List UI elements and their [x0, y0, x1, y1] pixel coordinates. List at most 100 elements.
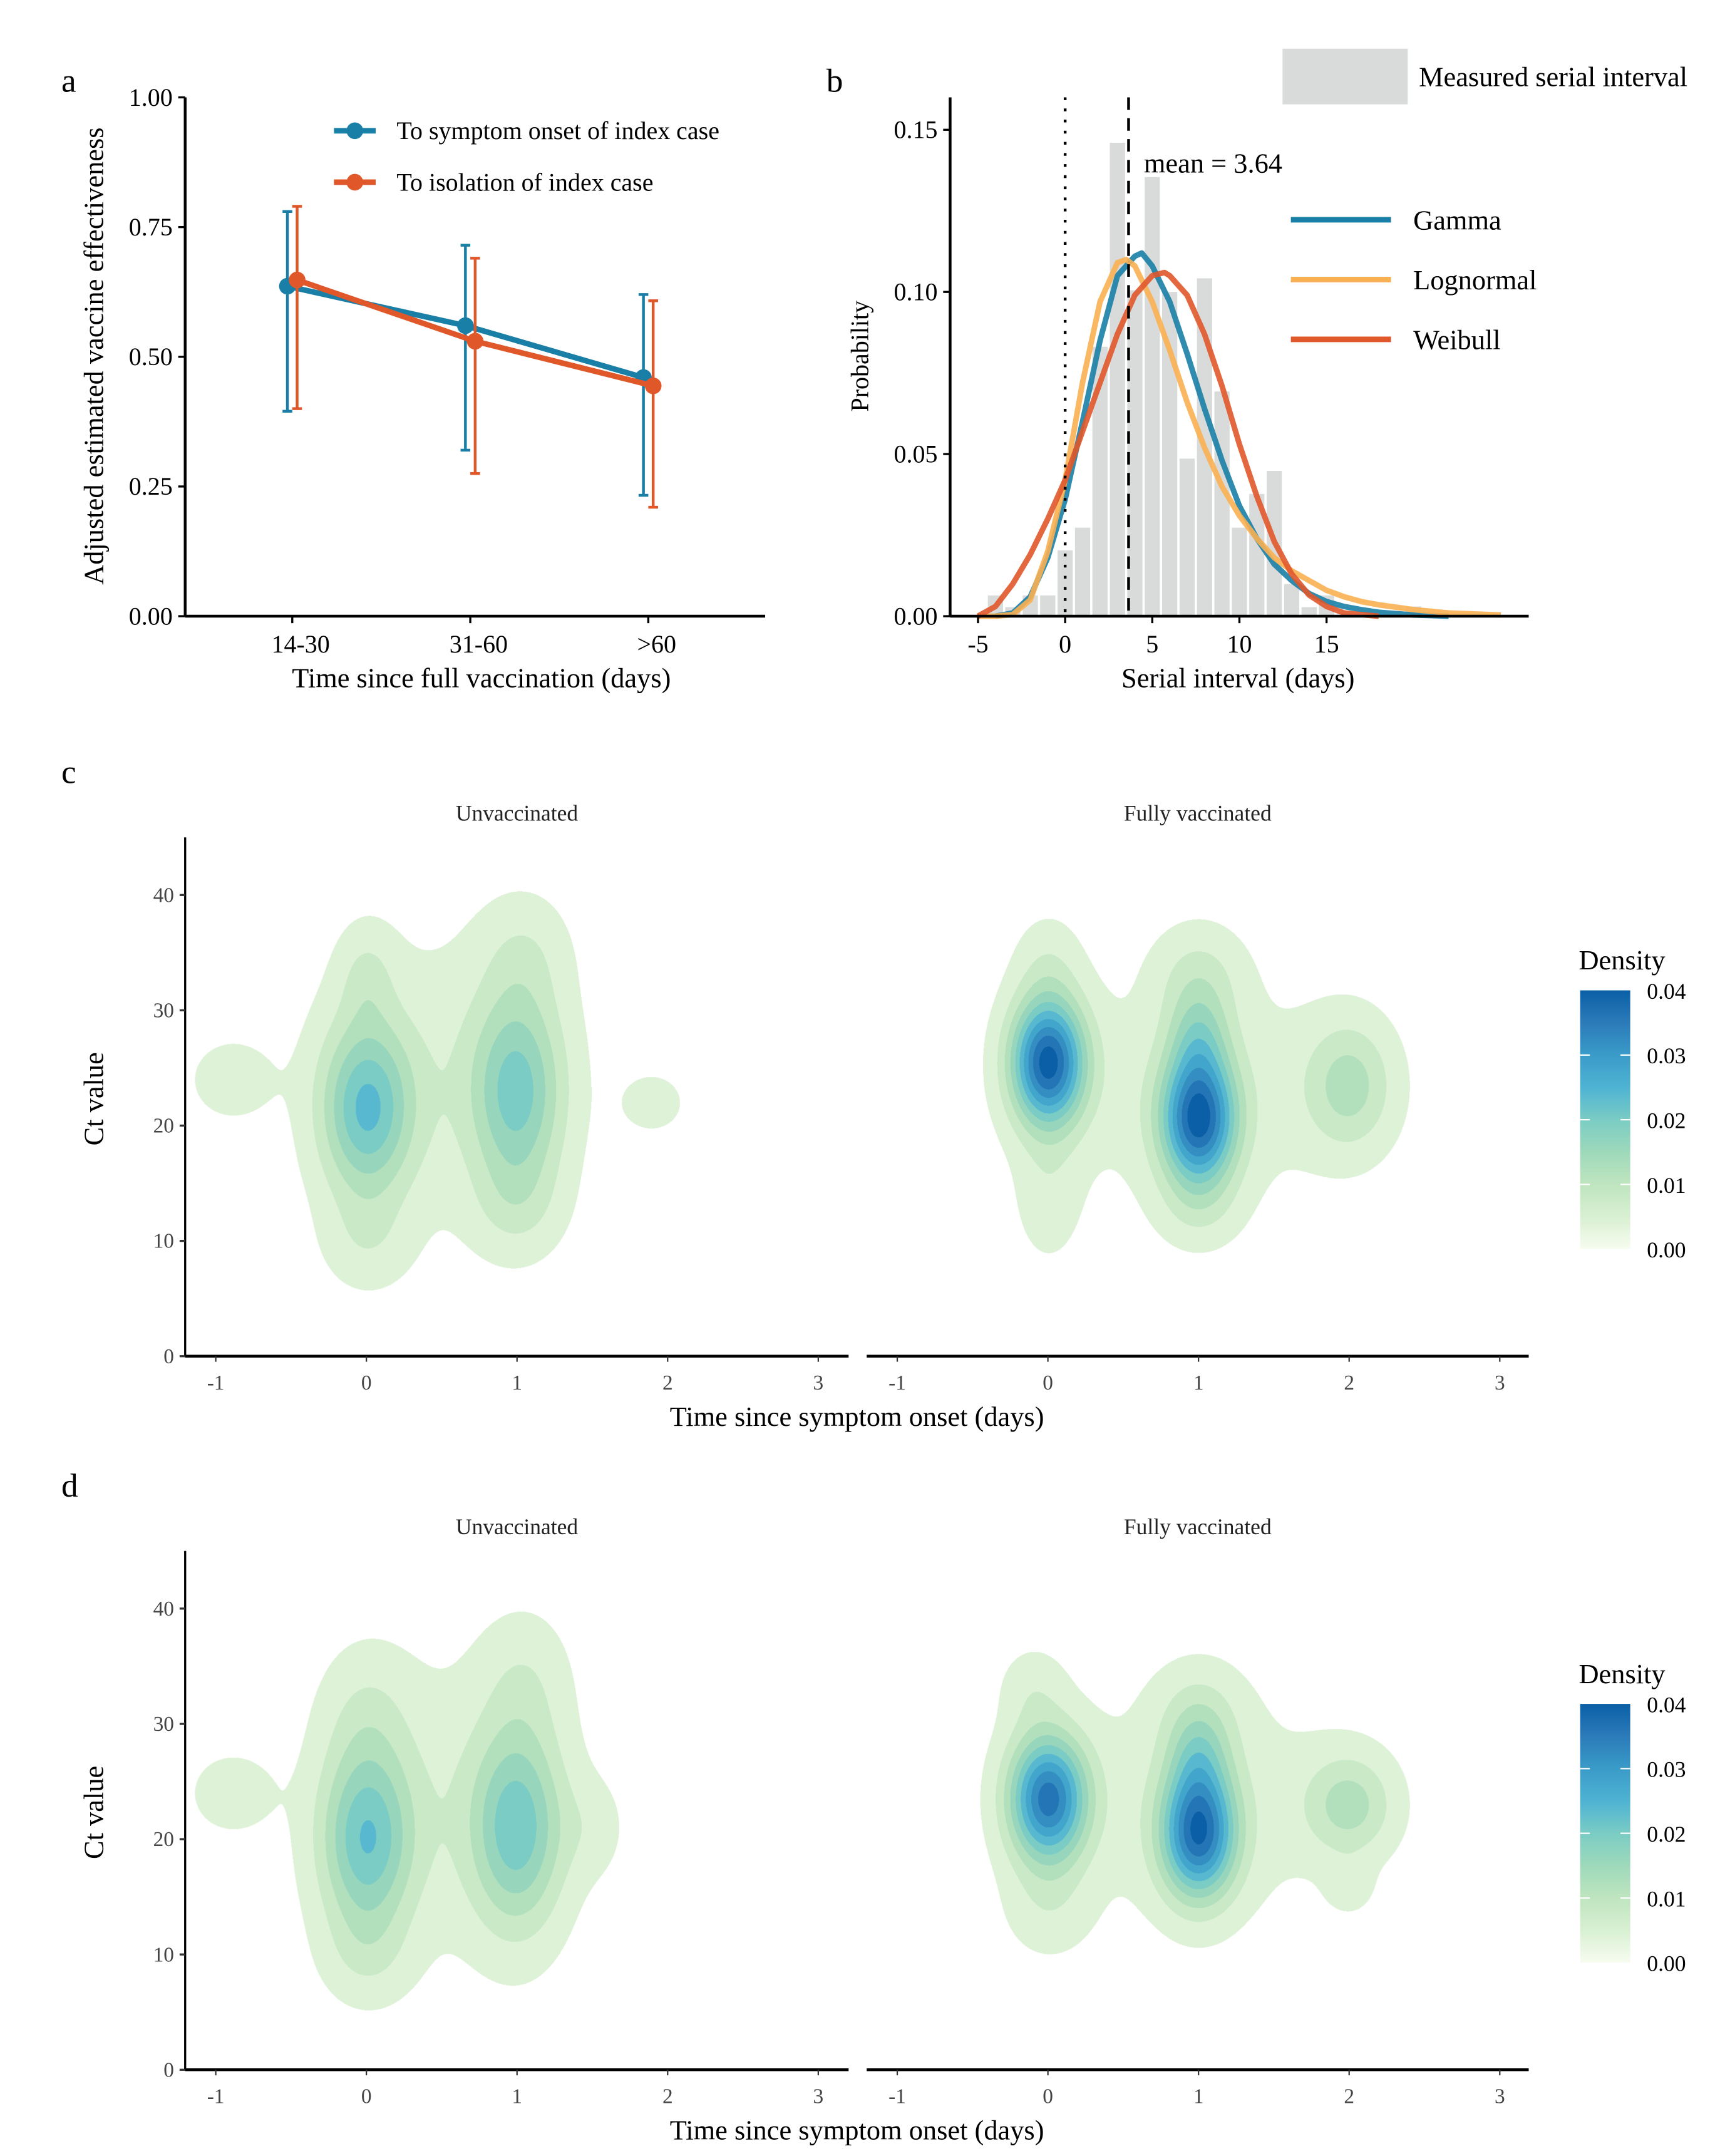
x-tick-label: 1	[512, 2085, 522, 2108]
y-axis-title: Ct value	[78, 1052, 110, 1145]
x-tick-label: >60	[637, 630, 676, 658]
colorbar-label: 0.00	[1647, 1951, 1686, 1976]
panel-c-chart: -1 0 1 2 3 Unvaccinated -1 0 1 2 3 Fully vaccinated…	[78, 801, 1686, 1432]
histogram-bar	[1074, 527, 1091, 617]
y-tick-label: 10	[153, 1943, 174, 1966]
density-contours-fully-vaccinated	[867, 837, 1529, 1356]
colorbar-label: 0.02	[1647, 1108, 1686, 1133]
histogram-bar	[1057, 550, 1073, 617]
mean-annotation: mean = 3.64	[1144, 147, 1282, 178]
legend-title: Density	[1578, 944, 1666, 976]
facet-title: Fully vaccinated	[1124, 801, 1272, 826]
panel-label-d: d	[61, 1467, 78, 1504]
density-curve-lognormal	[977, 257, 1501, 619]
histogram-bar	[1301, 607, 1317, 617]
legend-marker	[346, 173, 364, 191]
y-tick-label: 40	[153, 884, 174, 907]
x-tick-label: -1	[888, 1371, 906, 1395]
colorbar-label: 0.00	[1647, 1237, 1686, 1262]
histogram-bar	[1284, 584, 1300, 617]
x-tick-label: 3	[813, 2085, 824, 2108]
y-tick-label: 40	[153, 1597, 174, 1621]
x-tick-label: -1	[207, 1371, 225, 1395]
data-point	[289, 271, 306, 289]
x-tick-label: -1	[888, 2085, 906, 2108]
legend-swatch-histogram	[1282, 48, 1408, 105]
x-tick-label: 2	[662, 2085, 673, 2108]
histogram-bar	[1110, 142, 1125, 617]
x-tick-label: 2	[1344, 2085, 1354, 2108]
panel-a-chart: 0.00 0.25 0.50 0.75 1.00 14-30 31-60 >60 Time si…	[78, 83, 766, 693]
colorbar-label: 0.03	[1647, 1757, 1686, 1782]
y-tick-label: 0	[163, 1345, 174, 1368]
y-tick-label: 0.00	[893, 602, 937, 630]
x-tick-label: 15	[1314, 630, 1339, 658]
y-tick-label: 1.00	[129, 83, 173, 111]
facet-title: Fully vaccinated	[1124, 1514, 1272, 1539]
x-tick-label: 3	[1495, 1371, 1505, 1395]
density-contours-unvaccinated	[185, 837, 849, 1356]
histogram-bar	[1214, 391, 1230, 617]
y-tick-label: 30	[153, 999, 174, 1023]
legend-label: Measured serial interval	[1419, 61, 1687, 93]
panel-label-b: b	[826, 62, 843, 100]
colorbar-label: 0.04	[1647, 1692, 1686, 1717]
x-axis-title: Time since full vaccination (days)	[292, 662, 671, 693]
y-axis-title: Probability	[845, 301, 873, 412]
y-tick-label: 20	[153, 1115, 174, 1138]
y-tick-label: 30	[153, 1713, 174, 1736]
colorbar-label: 0.01	[1647, 1886, 1686, 1911]
x-axis-title: Time since symptom onset (days)	[670, 2114, 1044, 2145]
x-tick-label: 0	[1043, 2085, 1053, 2108]
x-tick-label: 1	[512, 1371, 522, 1395]
histogram-bar	[1179, 458, 1195, 617]
panel-label-a: a	[61, 62, 76, 100]
legend-label: Weibull	[1413, 324, 1500, 356]
density-contours-fully-vaccinated	[867, 1550, 1529, 2070]
legend-label: Lognormal	[1413, 264, 1537, 296]
facet-title: Unvaccinated	[456, 801, 579, 826]
y-tick-label: 0.75	[129, 213, 173, 241]
x-tick-label: 2	[662, 1371, 673, 1395]
legend-label: To symptom onset of index case	[396, 116, 719, 145]
x-tick-label: 3	[813, 1371, 824, 1395]
x-tick-label: 0	[361, 1371, 372, 1395]
x-tick-label: -1	[207, 2085, 225, 2108]
y-tick-label: 0.00	[129, 602, 173, 630]
histogram-bar	[1145, 177, 1160, 617]
x-tick-label: 14-30	[271, 630, 329, 658]
colorbar-label: 0.01	[1647, 1173, 1686, 1198]
x-tick-label: 31-60	[450, 630, 508, 658]
x-tick-label: 10	[1227, 630, 1252, 658]
legend-label: Gamma	[1413, 205, 1501, 236]
panel-b-chart: mean = 3.64 0.00 0.05 0.10 0.15 -5 0 5 10 15 Seria…	[845, 48, 1687, 693]
y-axis-title: Adjusted estimated vaccine effectiveness	[78, 127, 110, 584]
data-point	[644, 377, 662, 395]
x-tick-label: 3	[1495, 2085, 1505, 2108]
data-point	[456, 317, 474, 334]
y-tick-label: 0.25	[129, 472, 173, 500]
density-curve-weibull	[976, 269, 1379, 619]
x-tick-label: -5	[967, 630, 988, 658]
x-tick-label: 2	[1344, 1371, 1354, 1395]
x-tick-label: 1	[1193, 1371, 1204, 1395]
y-tick-label: 0.15	[893, 116, 937, 144]
y-tick-label: 0.50	[129, 343, 173, 371]
data-point	[466, 333, 484, 350]
legend-title: Density	[1578, 1658, 1666, 1689]
x-axis-title: Serial interval (days)	[1121, 662, 1354, 693]
y-tick-label: 0	[163, 2058, 174, 2081]
y-axis-title: Ct value	[78, 1766, 110, 1859]
x-tick-label: 0	[361, 2085, 372, 2108]
density-curve-gamma	[995, 250, 1449, 619]
x-tick-label: 1	[1193, 2085, 1204, 2108]
panel-label-c: c	[61, 753, 76, 791]
x-tick-label: 0	[1043, 1371, 1053, 1395]
legend-marker	[346, 122, 364, 140]
histogram-bar	[1040, 595, 1056, 617]
y-tick-label: 10	[153, 1230, 174, 1253]
colorbar-label: 0.04	[1647, 979, 1686, 1004]
y-tick-label: 0.10	[893, 278, 937, 306]
y-tick-label: 0.05	[893, 440, 937, 468]
